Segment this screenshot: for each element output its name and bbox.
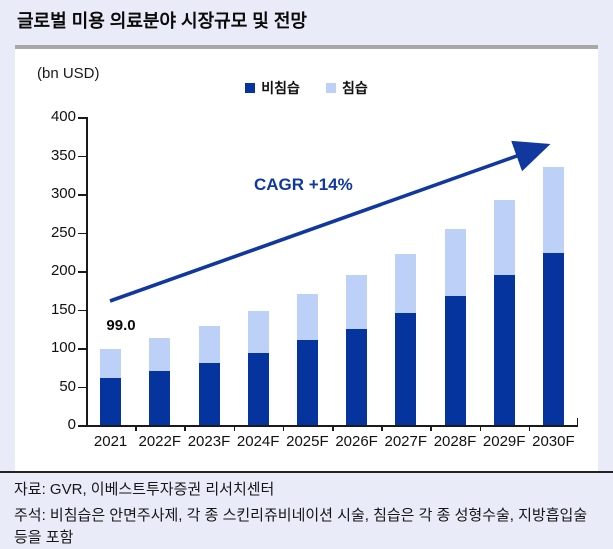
legend-swatch-noninvasive-icon [245, 83, 256, 93]
x-category-label: 2024F [236, 433, 280, 450]
y-tick-label: 250 [50, 223, 76, 241]
chart-legend: 비침습 침습 [15, 78, 598, 98]
legend-label-invasive: 침습 [341, 80, 368, 96]
x-tick-mark [332, 425, 334, 431]
legend-swatch-invasive-icon [325, 83, 336, 93]
y-tick-label: 50 [59, 377, 76, 395]
bar-2026F-noninvasive [346, 328, 368, 425]
legend-label-noninvasive: 비침습 [261, 80, 300, 96]
x-tick-mark [233, 425, 236, 431]
bar-2022F-invasive [149, 337, 171, 372]
y-tick-label: 150 [50, 300, 76, 318]
x-tick-mark [430, 425, 432, 431]
x-category-label: 2023F [187, 433, 231, 450]
y-tick-label: 300 [50, 185, 76, 202]
y-tick-mark [78, 309, 86, 311]
bar-2025F-noninvasive [296, 340, 318, 425]
x-category-label: 2027F [384, 433, 428, 450]
y-tick-mark [78, 386, 86, 388]
bar-2021-noninvasive [100, 378, 122, 425]
y-tick-mark [78, 155, 86, 157]
method-note: 주석: 비침습은 안면주사제, 각 종 스킨리쥬비네이션 시술, 침습은 각 종… [14, 507, 588, 546]
cagr-annotation: CAGR +14% [254, 175, 353, 194]
x-category-label: 2030F [532, 433, 575, 450]
x-tick-mark [184, 425, 186, 431]
footer: 자료: GVR, 이베스트투자증권 리서치센터 주석: 비침습은 안면주사제, … [0, 471, 613, 547]
bar-2021-invasive [100, 348, 122, 379]
x-category-label: 2022F [138, 433, 182, 450]
x-category-label: 2028F [433, 433, 477, 450]
x-axis-end-tick [576, 418, 578, 425]
y-tick-label: 100 [50, 339, 76, 356]
bar-2023F-noninvasive [198, 362, 220, 425]
bar-2030F-noninvasive [542, 252, 564, 425]
bar-2022F-noninvasive [149, 371, 171, 425]
y-tick-label: 400 [50, 108, 76, 125]
x-tick-mark [135, 425, 137, 431]
x-category-label: 2021 [93, 433, 128, 450]
bar-2027F-invasive [395, 254, 417, 314]
x-tick-mark [479, 425, 482, 431]
legend-item-noninvasive: 비침습 [245, 78, 300, 98]
legend-item-invasive: 침습 [325, 78, 368, 98]
bar-2029F-invasive [493, 200, 515, 275]
page-title: 글로벌 미용 의료분야 시장규모 및 전망 [17, 11, 307, 31]
y-tick-label: 0 [67, 416, 76, 433]
title-divider [15, 45, 598, 49]
bar-2025F-invasive [296, 294, 318, 341]
chart-panel: (bn USD) 비침습 침습 0 50 100 150 200 250 300 350 400… [15, 49, 598, 471]
x-category-label: 2025F [286, 433, 329, 450]
y-axis-unit-label: (bn USD) [37, 65, 100, 82]
bar-2028F-invasive [444, 228, 466, 297]
y-tick-mark [78, 425, 86, 427]
bar-2024F-noninvasive [247, 353, 269, 425]
bar-2023F-invasive [198, 325, 220, 363]
x-tick-mark [528, 425, 531, 431]
y-tick-mark [78, 232, 86, 234]
y-tick-label: 200 [50, 262, 76, 279]
bar-2028F-noninvasive [444, 296, 466, 425]
bar-2027F-noninvasive [395, 313, 417, 425]
first-bar-value-label: 99.0 [106, 317, 136, 334]
y-tick-label: 350 [50, 146, 76, 164]
y-tick-mark [78, 194, 86, 196]
bar-2024F-invasive [247, 311, 269, 354]
bar-2026F-invasive [346, 274, 368, 329]
bar-2030F-invasive [542, 167, 564, 253]
y-tick-mark [78, 117, 86, 119]
source-note: 자료: GVR, 이베스트투자증권 리서치센터 [14, 481, 275, 498]
y-tick-mark [78, 348, 86, 350]
bar-2029F-noninvasive [493, 274, 515, 425]
x-tick-mark [282, 425, 285, 431]
x-tick-mark [381, 425, 383, 431]
x-category-label: 2026F [335, 433, 378, 450]
y-axis-line [86, 117, 88, 427]
y-tick-mark [78, 271, 86, 273]
x-category-label: 2029F [482, 433, 526, 450]
